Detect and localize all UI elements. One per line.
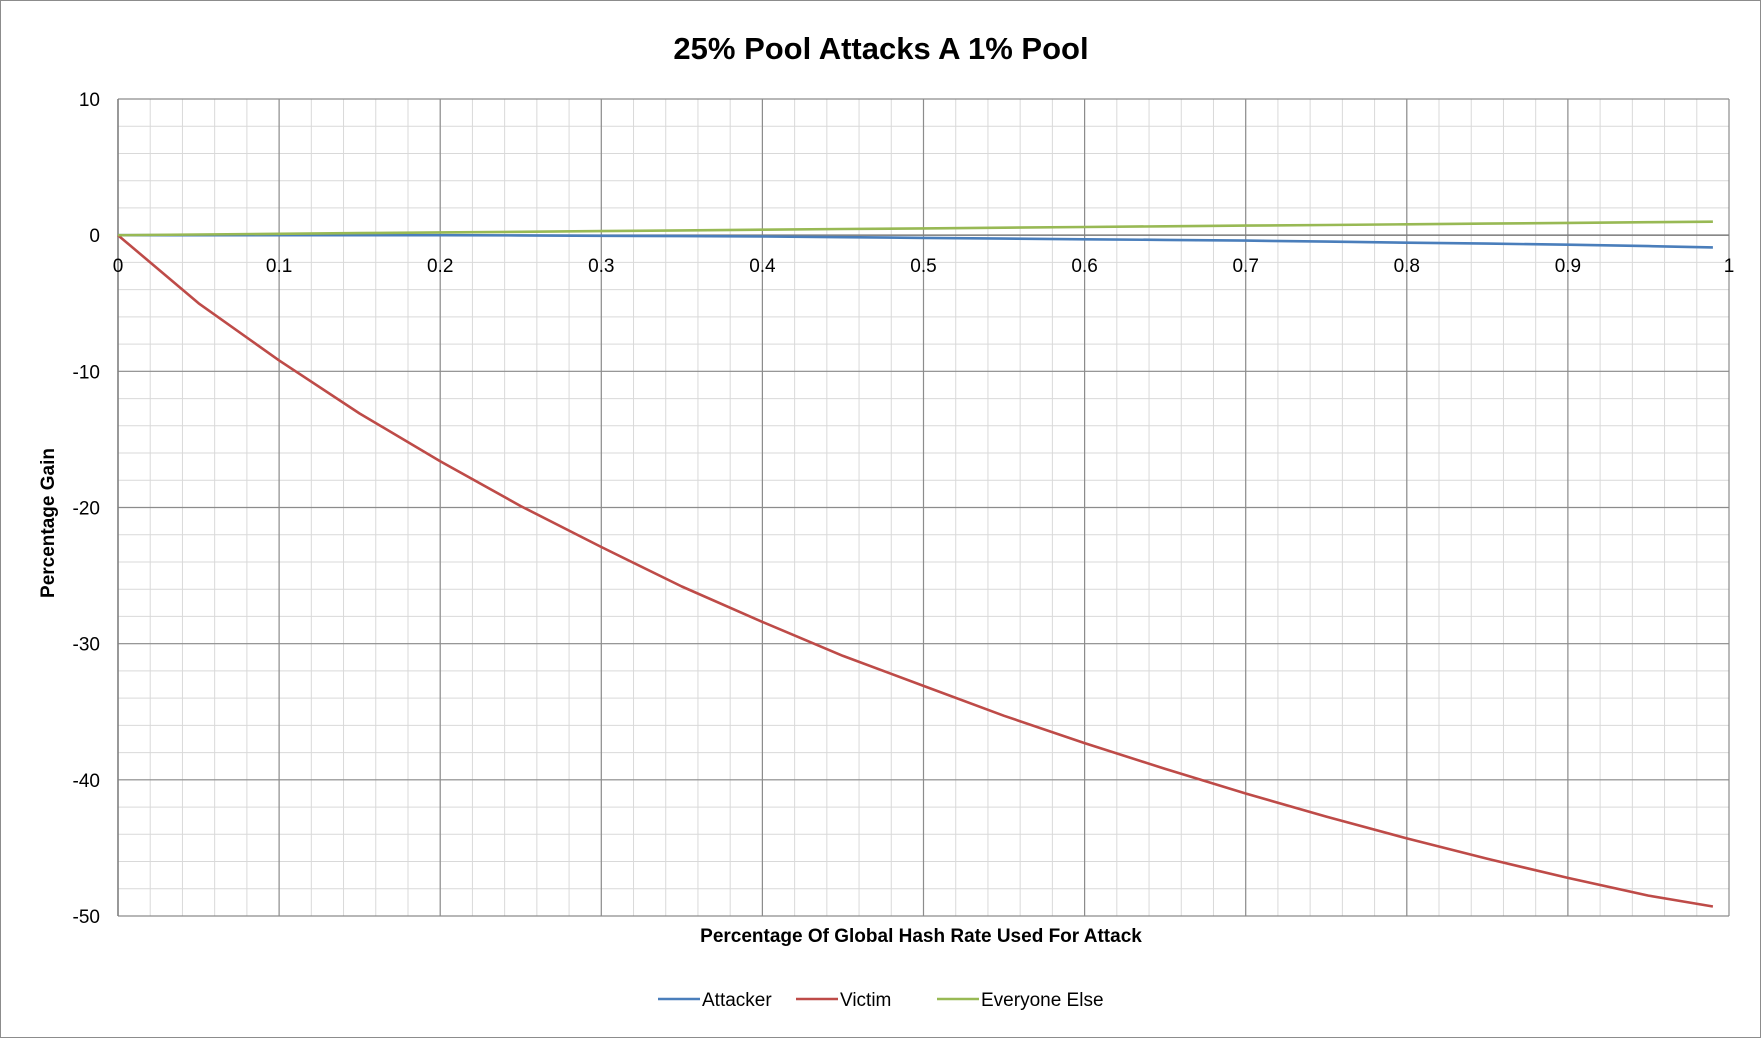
x-tick-label: 0.7 [1232,256,1258,277]
y-tick-label: -30 [73,635,100,656]
x-tick-label: 0.2 [427,256,453,277]
x-tick-label: 0.3 [588,256,614,277]
y-axis-title: Percentage Gain [38,448,59,598]
x-tick-label: 0 [113,256,124,277]
y-tick-label: -40 [73,771,100,792]
x-tick-label: 0.8 [1394,256,1420,277]
series-line [118,233,1713,249]
y-tick-label: -10 [73,362,100,383]
x-tick-label: 0.6 [1071,256,1097,277]
legend-label: Everyone Else [981,990,1104,1011]
series-lines [117,220,1714,908]
x-axis-title: Percentage Of Global Hash Rate Used For … [700,926,1142,947]
legend: Attacker Victim Everyone Else [658,990,1104,1011]
chart-title: 25% Pool Attacks A 1% Pool [673,31,1088,66]
x-tick-label: 0.1 [266,256,292,277]
y-tick-label: -20 [73,499,100,520]
series-line [117,220,1713,237]
legend-label: Attacker [702,990,772,1011]
legend-label: Victim [840,990,891,1011]
y-tick-label: 10 [79,90,100,111]
gridlines [117,98,1730,917]
x-tick-label: 0.5 [910,256,936,277]
x-tick-label: 0.9 [1555,256,1581,277]
series-line [117,234,1714,908]
x-tick-label: 1 [1724,256,1735,277]
x-tick-label: 0.4 [749,256,776,277]
y-tick-label: -50 [73,907,100,928]
y-tick-label: 0 [89,226,100,247]
tick-labels: 0 0.1 0.2 0.3 0.4 0.5 0.6 0.7 0.8 0.9 1 10 0 -10 -20 -3… [73,90,1735,928]
